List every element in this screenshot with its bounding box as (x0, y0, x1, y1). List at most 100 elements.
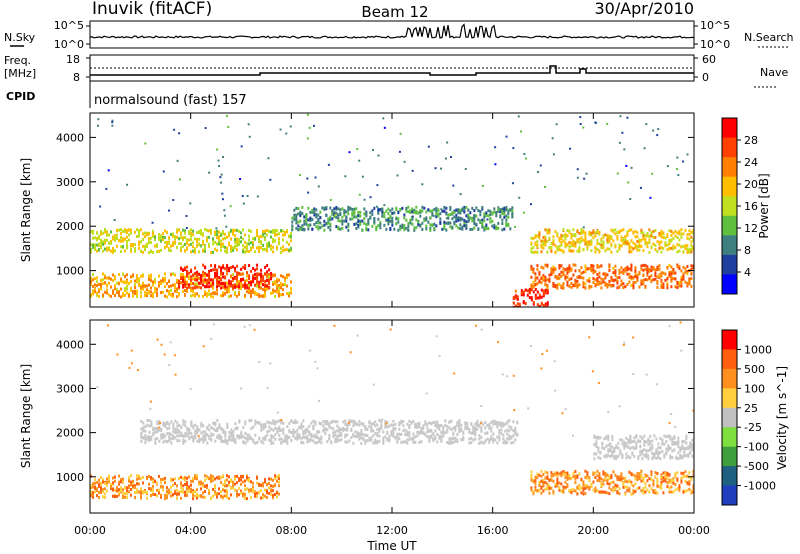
heatmap-cell (210, 292, 212, 296)
heatmap-cell (478, 424, 481, 428)
heatmap-cell (100, 246, 102, 250)
heatmap-cell (332, 434, 335, 438)
heatmap-cell (307, 218, 310, 222)
heatmap-cell (122, 272, 124, 276)
heatmap-cell (404, 428, 407, 432)
heatmap-cell (404, 440, 407, 444)
heatmap-cell (398, 423, 401, 427)
heatmap-cell (580, 477, 583, 481)
heatmap-cell (236, 248, 238, 252)
heatmap-cell (336, 434, 339, 438)
heatmap-cell (140, 284, 142, 288)
heatmap-cell (364, 439, 367, 443)
heatmap-cell (670, 485, 673, 489)
heatmap-cell (222, 293, 224, 297)
heatmap-cell (180, 249, 182, 253)
heatmap-cell (194, 250, 196, 254)
heatmap-cell (448, 420, 451, 424)
heatmap-cell (566, 485, 569, 489)
heatmap-cell (594, 250, 597, 254)
heatmap-cell (530, 267, 533, 271)
heatmap-cell (230, 281, 233, 285)
heatmap-cell (455, 224, 458, 228)
heatmap-cell (654, 247, 657, 251)
heatmap-cell (190, 250, 192, 254)
power-colorbar-tick-label: 28 (744, 134, 758, 147)
heatmap-cell (174, 427, 177, 431)
heatmap-cell (398, 150, 401, 153)
heatmap-cell (128, 294, 130, 298)
heatmap-cell (268, 278, 271, 282)
heatmap-cell (340, 427, 343, 431)
heatmap-cell (170, 479, 172, 483)
heatmap-cell (325, 205, 328, 209)
heatmap-cell (160, 477, 162, 481)
heatmap-cell (250, 489, 252, 493)
heatmap-cell (632, 286, 635, 290)
heatmap-cell (120, 489, 122, 493)
heatmap-cell (427, 145, 430, 148)
heatmap-cell (317, 221, 320, 225)
heatmap-cell (506, 440, 509, 444)
heatmap-cell (112, 250, 114, 254)
heatmap-cell (282, 431, 285, 435)
heatmap-cell (250, 480, 252, 484)
heatmap-cell (450, 437, 453, 441)
heatmap-cell (360, 432, 363, 436)
heatmap-cell (240, 287, 242, 291)
heatmap-cell (580, 230, 583, 234)
heatmap-cell (379, 220, 382, 224)
heatmap-cell (598, 250, 601, 254)
heatmap-cell (316, 435, 319, 439)
heatmap-cell (130, 487, 132, 491)
heatmap-cell (319, 210, 322, 214)
heatmap-cell (500, 428, 503, 432)
heatmap-cell (656, 275, 659, 279)
heatmap-cell (224, 287, 226, 291)
heatmap-cell (154, 235, 156, 239)
heatmap-cell (620, 270, 623, 274)
heatmap-cell (484, 420, 487, 424)
heatmap-cell (650, 280, 653, 284)
heatmap-cell (580, 227, 583, 231)
heatmap-cell (534, 279, 537, 283)
heatmap-cell (150, 477, 152, 481)
heatmap-cell (182, 283, 185, 287)
heatmap-cell (116, 228, 118, 232)
heatmap-cell (327, 217, 330, 221)
heatmap-cell (172, 483, 174, 487)
heatmap-cell (680, 284, 683, 288)
heatmap-cell (594, 486, 597, 490)
heatmap-cell (354, 430, 357, 434)
heatmap-cell (90, 493, 92, 497)
heatmap-cell (602, 235, 605, 239)
heatmap-cell (508, 419, 511, 423)
heatmap-cell (214, 439, 217, 443)
heatmap-cell (481, 205, 484, 209)
heatmap-cell (252, 241, 254, 245)
heatmap-cell (607, 448, 610, 452)
heatmap-cell (162, 488, 164, 492)
heatmap-cell (425, 210, 428, 214)
heatmap-cell (304, 431, 307, 435)
heatmap-cell (396, 440, 399, 444)
heatmap-cell (158, 284, 160, 288)
heatmap-cell (552, 153, 555, 156)
heatmap-cell (540, 295, 543, 299)
heatmap-cell (96, 249, 98, 253)
heatmap-cell (296, 437, 299, 441)
heatmap-cell (566, 474, 569, 478)
station-title: Inuvik (fitACF) (92, 0, 212, 19)
heatmap-cell (594, 278, 597, 282)
power-pixels (90, 113, 694, 307)
heatmap-cell (242, 283, 245, 287)
heatmap-cell (230, 284, 233, 288)
heatmap-cell (300, 436, 303, 440)
heatmap-cell (168, 280, 170, 284)
heatmap-cell (469, 227, 472, 231)
heatmap-cell (168, 209, 171, 212)
heatmap-cell (676, 286, 679, 290)
heatmap-cell (578, 231, 581, 235)
heatmap-cell (403, 228, 406, 232)
heatmap-cell (682, 265, 685, 269)
